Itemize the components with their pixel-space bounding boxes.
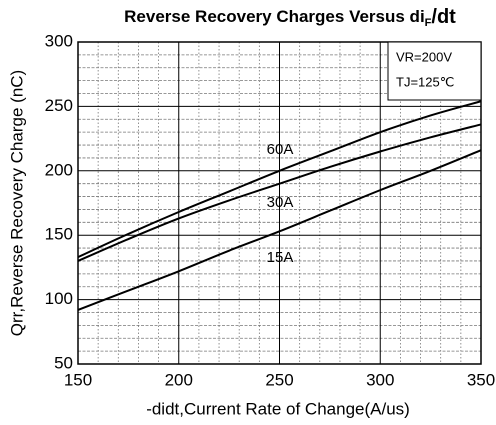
y-tick-label: 300 [45,31,73,50]
series-label: 60A [267,141,294,158]
x-tick-label: 250 [265,370,293,389]
y-tick-label: 50 [54,353,73,372]
series-line [77,100,482,259]
x-tick-label: 150 [64,370,92,389]
x-tick-label: 350 [467,370,495,389]
y-axis-label: Qrr,Reverse Recovery Charge (nC) [7,70,26,336]
series-label: 30A [267,194,294,211]
chart-title: Reverse Recovery Charges Versus diF/dt [124,6,456,29]
title-subscript: F [425,17,432,29]
y-tick-label: 150 [45,225,73,244]
title-text: Reverse Recovery Charges Versus di [124,7,425,26]
x-axis-label: -didt,Current Rate of Change(A/us) [146,399,410,418]
y-tick-label: 200 [45,160,73,179]
series-line [77,149,482,311]
annotation-box [387,41,482,101]
x-tick-label: 300 [366,370,394,389]
x-tick-label: 200 [165,370,193,389]
series-line [77,123,482,262]
y-tick-label: 250 [45,96,73,115]
y-tick-label: 100 [45,289,73,308]
title-end: /dt [431,6,456,28]
plot-frame [77,41,482,365]
series-label: 15A [267,249,294,266]
annotation: VR=200V [396,49,452,64]
annotation: TJ=125℃ [396,74,454,89]
